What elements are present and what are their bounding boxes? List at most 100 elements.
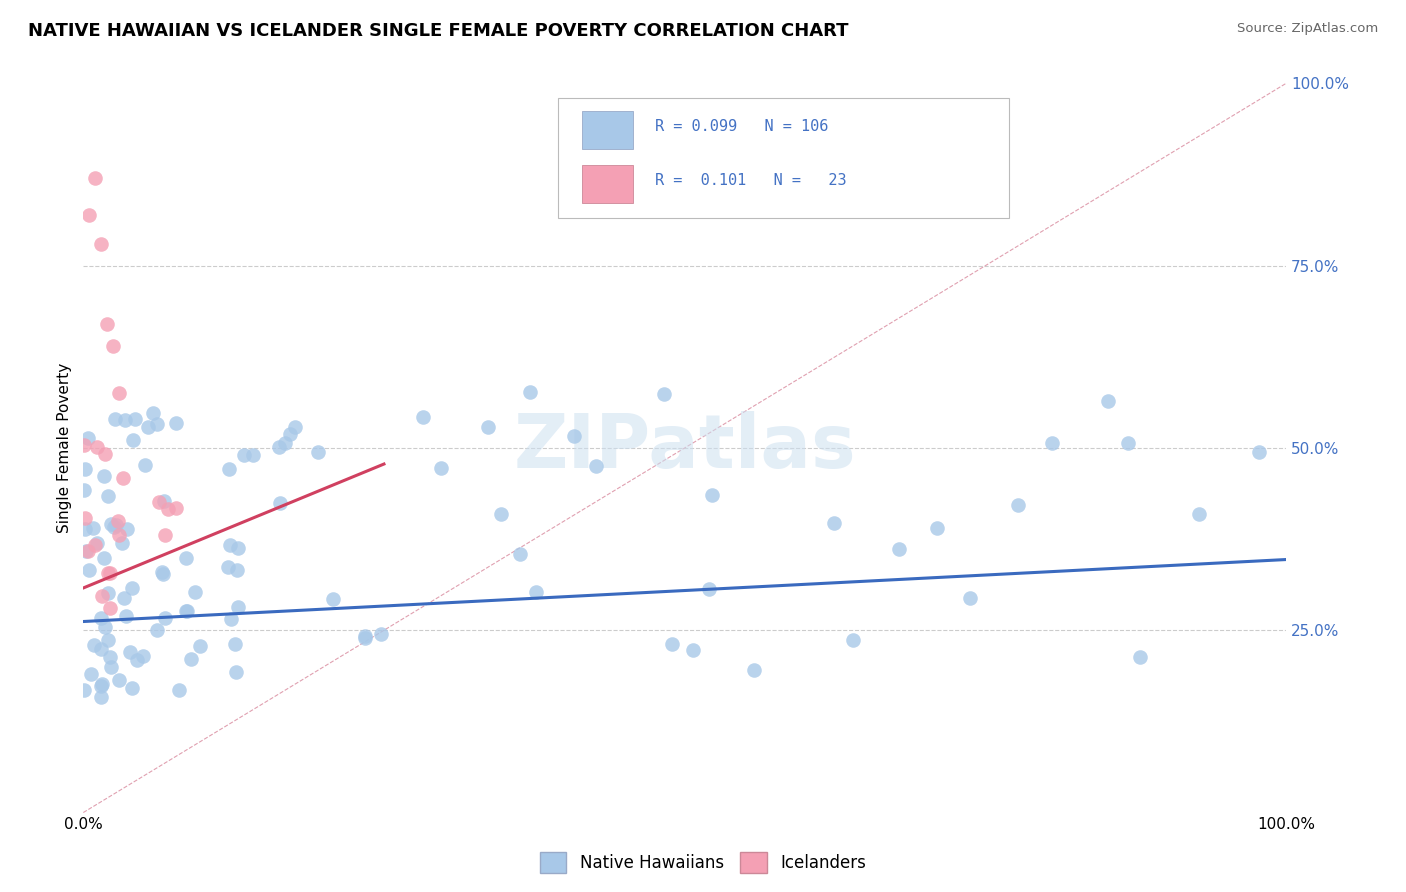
Point <box>152 567 174 582</box>
Point <box>370 627 392 641</box>
Point <box>167 682 190 697</box>
Point <box>269 496 291 510</box>
Point <box>562 429 585 443</box>
Point <box>93 620 115 634</box>
Point <box>98 566 121 581</box>
Point <box>226 563 249 577</box>
Point <box>90 690 112 704</box>
Point <box>661 637 683 651</box>
Point <box>585 459 607 474</box>
FancyBboxPatch shape <box>558 98 1010 219</box>
Point <box>184 585 207 599</box>
Point <box>111 471 134 485</box>
Point <box>1042 436 1064 450</box>
Point <box>73 522 96 536</box>
Point <box>489 507 512 521</box>
Point <box>75 544 97 558</box>
Point <box>180 651 202 665</box>
Point <box>90 641 112 656</box>
Point <box>697 582 720 596</box>
Point <box>103 339 125 353</box>
Point <box>73 511 96 525</box>
Point <box>273 436 295 450</box>
Point <box>112 591 135 605</box>
Point <box>108 386 131 401</box>
Point <box>72 438 94 452</box>
Point <box>1097 394 1119 409</box>
Point <box>925 521 948 535</box>
Point <box>96 317 118 331</box>
Point <box>90 236 112 251</box>
Point <box>114 413 136 427</box>
Point <box>429 460 451 475</box>
Text: ZIPatlas: ZIPatlas <box>513 411 856 484</box>
Text: Source: ZipAtlas.com: Source: ZipAtlas.com <box>1237 22 1378 36</box>
Point <box>77 563 100 577</box>
Point <box>90 679 112 693</box>
Point <box>654 387 676 401</box>
Point <box>132 648 155 663</box>
Point <box>157 501 180 516</box>
Point <box>284 419 307 434</box>
Point <box>82 521 104 535</box>
Point <box>145 417 167 431</box>
Point <box>90 610 112 624</box>
Point <box>107 673 129 687</box>
Point <box>188 639 211 653</box>
Point <box>77 431 100 445</box>
FancyBboxPatch shape <box>582 165 633 203</box>
Point <box>103 520 125 534</box>
Point <box>121 434 143 448</box>
Point <box>97 586 120 600</box>
Point <box>94 447 117 461</box>
Point <box>93 469 115 483</box>
Point <box>108 528 131 542</box>
Point <box>226 541 249 555</box>
Point <box>91 676 114 690</box>
Point <box>524 585 547 599</box>
Point <box>121 681 143 696</box>
Point <box>307 445 329 459</box>
Point <box>218 462 240 476</box>
Point <box>353 631 375 645</box>
Point <box>73 483 96 497</box>
Point <box>242 448 264 462</box>
Point <box>104 517 127 532</box>
Point <box>120 645 142 659</box>
Point <box>322 592 344 607</box>
Point <box>219 538 242 552</box>
Point <box>278 427 301 442</box>
Point <box>1129 650 1152 665</box>
Point <box>76 543 98 558</box>
Point <box>267 440 290 454</box>
Point <box>744 663 766 677</box>
Point <box>90 589 112 603</box>
Point <box>174 604 197 618</box>
Point <box>127 653 149 667</box>
Point <box>1247 445 1270 459</box>
Point <box>519 384 541 399</box>
Point <box>134 458 156 472</box>
Point <box>153 527 176 541</box>
Point <box>1118 436 1140 450</box>
Point <box>165 500 187 515</box>
Point <box>152 493 174 508</box>
Legend: Native Hawaiians, Icelanders: Native Hawaiians, Icelanders <box>533 846 873 880</box>
Point <box>412 409 434 424</box>
Point <box>226 599 249 614</box>
Point <box>100 649 122 664</box>
Point <box>100 516 122 531</box>
Text: R = 0.099   N = 106: R = 0.099 N = 106 <box>655 119 828 134</box>
Point <box>100 659 122 673</box>
Point <box>354 629 377 643</box>
Point <box>136 420 159 434</box>
Point <box>217 559 239 574</box>
Point <box>86 441 108 455</box>
Point <box>142 406 165 420</box>
Text: R =  0.101   N =   23: R = 0.101 N = 23 <box>655 173 846 188</box>
Point <box>124 411 146 425</box>
Point <box>477 419 499 434</box>
Point <box>959 591 981 606</box>
Point <box>111 536 134 550</box>
Point <box>682 642 704 657</box>
